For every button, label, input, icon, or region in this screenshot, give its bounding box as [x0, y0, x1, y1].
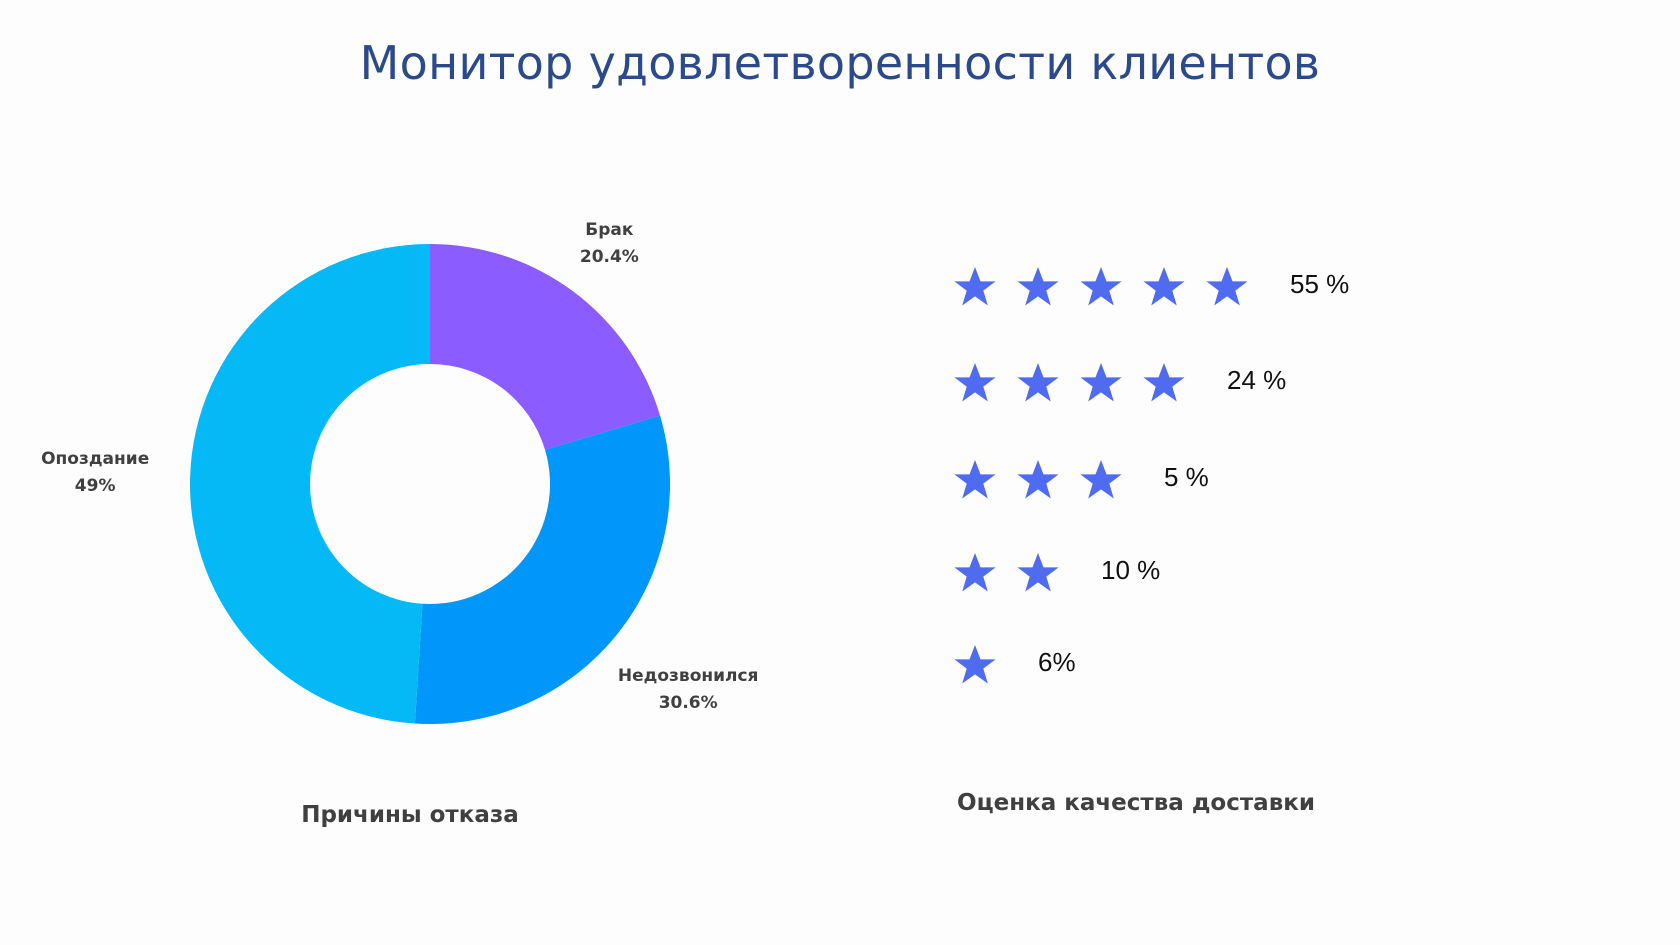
- star-icon: [1205, 265, 1249, 309]
- donut-slice-label: Брак 20.4%: [580, 217, 639, 271]
- star-icon: [1079, 361, 1123, 405]
- refusal-reasons-caption: Причины отказа: [301, 802, 519, 828]
- slice-value: 49%: [74, 476, 116, 497]
- rating-percentage: 24 %: [1227, 365, 1287, 395]
- donut-slice-2: [414, 415, 670, 724]
- star-icon: [953, 551, 997, 595]
- star-icon: [1142, 265, 1186, 309]
- star-icon: [953, 265, 997, 309]
- star-icon: [1016, 551, 1060, 595]
- rating-percentage: 6%: [1038, 647, 1076, 677]
- slice-name: Брак: [585, 219, 634, 240]
- rating-percentage: 5 %: [1164, 462, 1209, 492]
- donut-slice-3: [190, 244, 430, 724]
- donut-slice-label: Опоздание 49%: [41, 446, 149, 500]
- slice-value: 20.4%: [579, 246, 639, 267]
- star-icon: [953, 643, 997, 687]
- donut-slice-label: Недозвонился 30.6%: [618, 663, 759, 717]
- donut-slice-1: [430, 244, 661, 450]
- rating-percentage: 10 %: [1101, 555, 1161, 585]
- star-icon: [1016, 361, 1060, 405]
- delivery-rating-caption: Оценка качества доставки: [957, 790, 1315, 816]
- slice-value: 30.6%: [658, 692, 718, 713]
- star-icon: [1079, 265, 1123, 309]
- star-icon: [953, 361, 997, 405]
- star-icon: [1142, 361, 1186, 405]
- star-icon: [1016, 458, 1060, 502]
- star-icon: [953, 458, 997, 502]
- star-icon: [1016, 265, 1060, 309]
- page-title: Монитор удовлетворенности клиентов: [359, 36, 1321, 90]
- rating-percentage: 55 %: [1290, 269, 1350, 299]
- slice-name: Опоздание: [41, 449, 150, 470]
- slice-name: Недозвонился: [617, 665, 759, 686]
- star-icon: [1079, 458, 1123, 502]
